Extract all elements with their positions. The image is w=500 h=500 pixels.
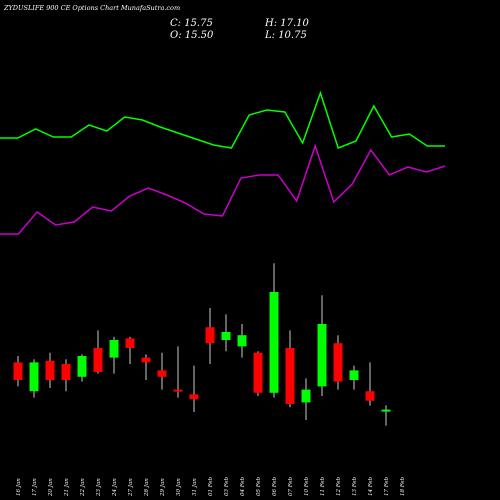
candle-body (333, 343, 343, 382)
candle-body (125, 338, 135, 348)
x-tick-label: 13 Feb (352, 476, 358, 496)
x-tick-label: 24 Jan (112, 478, 118, 497)
candle-body (141, 357, 151, 363)
low-value: L: 10.75 (264, 30, 307, 41)
candle-body (13, 362, 23, 380)
candles-group (13, 263, 391, 426)
x-tick-label: 29 Jan (160, 478, 166, 497)
candle-body (189, 394, 199, 400)
candle-body (45, 360, 55, 380)
x-tick-label: 03 Feb (224, 476, 230, 496)
candle-body (77, 356, 87, 377)
lower-indicator-line (0, 143, 446, 235)
candle-body (269, 292, 279, 393)
x-tick-label: 31 Jan (192, 478, 198, 496)
candle-body (301, 389, 311, 403)
candle-body (93, 348, 103, 372)
x-tick-label: 21 Jan (64, 478, 70, 497)
candle-body (221, 332, 231, 340)
candle-body (29, 362, 39, 392)
x-tick-label: 16 Jan (16, 478, 22, 496)
x-tick-label: 22 Jan (80, 478, 86, 497)
x-tick-label: 12 Feb (336, 476, 342, 496)
x-tick-label: 17 Feb (384, 476, 390, 496)
indicator-lines (0, 90, 446, 235)
x-tick-label: 30 Jan (176, 478, 182, 496)
x-tick-label: 23 Jan (96, 478, 102, 497)
candle-body (253, 352, 263, 393)
candle-body (365, 391, 375, 401)
open-value: O: 15.50 (170, 30, 214, 41)
x-tick-label: 11 Feb (320, 476, 326, 496)
candle-body (237, 335, 247, 347)
x-tick-label: 06 Feb (272, 476, 278, 496)
high-value: H: 17.10 (264, 18, 310, 29)
x-tick-label: 28 Jan (144, 478, 150, 497)
x-tick-label: 27 Jan (128, 478, 134, 497)
chart-title: ZYDUSLIFE 900 CE Options Chart MunafaSut… (3, 4, 180, 12)
x-tick-label: 18 Feb (400, 476, 406, 496)
close-value: C: 15.75 (170, 18, 213, 29)
candle-body (285, 348, 295, 404)
candle-body (349, 370, 359, 380)
candle-body (173, 389, 183, 392)
candle-body (157, 370, 167, 377)
candle-body (205, 327, 215, 344)
x-tick-label: 14 Feb (368, 476, 374, 496)
x-axis-ticks: 16 Jan 17 Jan 20 Jan 21 Jan 22 Jan 23 Jan 24 J… (16, 476, 406, 497)
x-tick-label: 10 Feb (304, 476, 310, 496)
candle-body (109, 340, 119, 358)
x-tick-label: 20 Jan (48, 478, 54, 497)
candle-body (317, 324, 327, 387)
x-tick-label: 04 Feb (240, 476, 246, 496)
x-tick-label: 17 Jan (32, 478, 38, 496)
x-tick-label: 05 Feb (256, 476, 262, 496)
x-tick-label: 07 Feb (288, 476, 294, 496)
candle-body (61, 364, 71, 380)
upper-indicator-line (0, 90, 445, 149)
candle-body (381, 409, 391, 412)
x-tick-label: 01 Feb (208, 476, 214, 496)
